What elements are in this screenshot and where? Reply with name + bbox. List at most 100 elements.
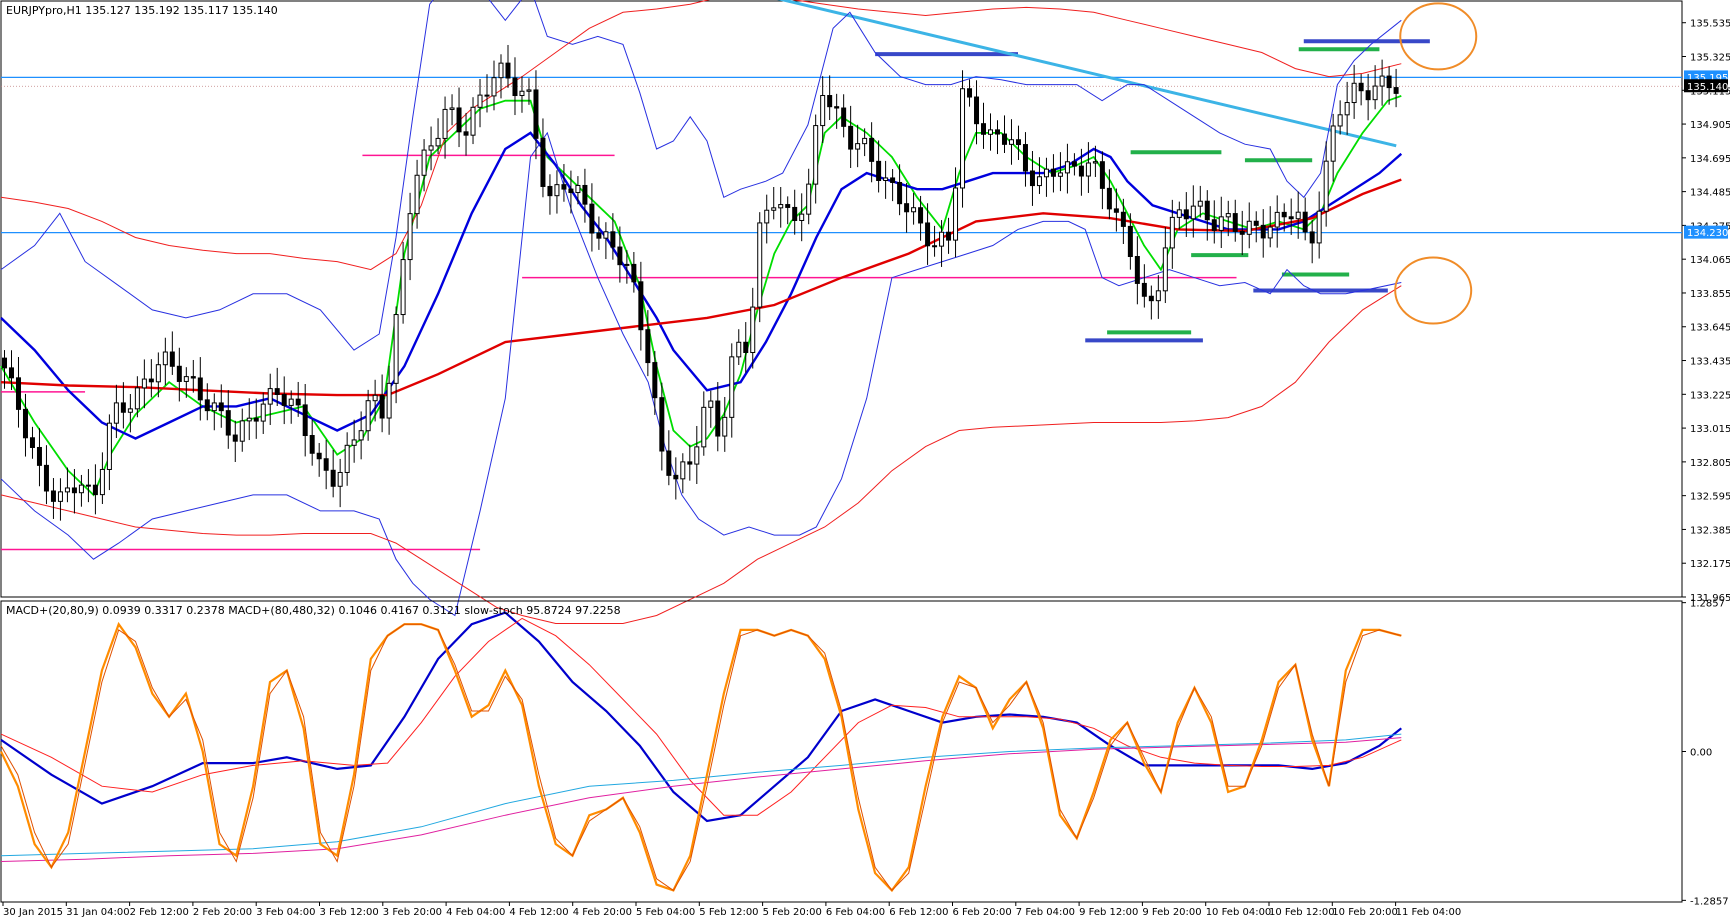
candle-body (988, 129, 994, 135)
candle-body (15, 377, 21, 410)
candle-body (379, 394, 385, 419)
price-plots (0, 0, 1682, 624)
price-label-box (1684, 225, 1728, 239)
candle-body (113, 402, 119, 424)
candle-body (904, 203, 910, 213)
oscillator-axis: 1.2857 0.00 -1.2857 (1682, 599, 1729, 907)
time-tick-label: 2 Feb 12:00 (130, 907, 189, 918)
candle-body (330, 469, 336, 487)
candle-body (1372, 85, 1378, 101)
price-label-text: 134.230 (1687, 228, 1728, 239)
candle-body (1036, 176, 1042, 187)
candle-body (1351, 82, 1357, 104)
price-tick-label: 132.595 (1690, 492, 1730, 503)
candle-body (918, 207, 924, 224)
candle-body (456, 107, 462, 133)
candle-body (106, 422, 112, 470)
candle-body (519, 90, 525, 97)
candle-body (561, 184, 567, 190)
candle-body (652, 362, 658, 399)
candle-body (1043, 168, 1049, 178)
price-pane: 135.535135.325135.115134.905134.695134.4… (0, 0, 1730, 624)
candle-body (442, 108, 448, 139)
candle-body (190, 376, 196, 379)
indicator-line (0, 0, 1402, 271)
time-tick-label: 10 Feb 12:00 (1269, 907, 1335, 918)
candle-body (1099, 161, 1105, 189)
candle-body (582, 184, 588, 205)
candle-body (617, 246, 623, 266)
candle-body (526, 89, 532, 92)
candle-body (1204, 200, 1210, 221)
candle-body (603, 231, 609, 239)
candle-body (267, 388, 273, 405)
highlight-circle (1394, 256, 1473, 325)
candle-body (22, 408, 28, 439)
candle-body (498, 62, 504, 79)
candle-body (1169, 216, 1175, 249)
time-tick-label: 5 Feb 04:00 (636, 907, 695, 918)
candle-body (246, 417, 252, 422)
candle-body (491, 77, 497, 97)
price-tick-label: 134.905 (1690, 120, 1730, 131)
candle-body (1225, 213, 1231, 218)
candle-body (771, 207, 777, 211)
candle-body (253, 417, 259, 422)
candle-body (890, 177, 896, 183)
candle-body (1288, 216, 1294, 220)
candle-body (1253, 220, 1259, 226)
oscillator-line (0, 617, 1402, 816)
time-tick-label: 4 Feb 12:00 (509, 907, 568, 918)
candle-body (288, 398, 294, 406)
candle-body (876, 160, 882, 181)
candle-body (50, 490, 56, 502)
candle-body (309, 435, 315, 454)
candle-body (407, 213, 413, 261)
candle-body (1029, 170, 1035, 187)
candle-body (596, 232, 602, 239)
candle-body (36, 446, 42, 466)
candle-body (568, 188, 574, 194)
candle-body (757, 222, 763, 308)
candle-body (750, 306, 756, 354)
time-tick-label: 7 Feb 04:00 (1016, 907, 1075, 918)
candle-body (1274, 211, 1280, 228)
candle-body (827, 95, 833, 108)
candle-body (176, 365, 182, 382)
price-pane-title: EURJPYpro,H1 135.127 135.192 135.117 135… (6, 4, 278, 17)
candle-body (393, 314, 399, 384)
candle-body (778, 204, 784, 209)
candle-body (1218, 216, 1224, 231)
candle-body (470, 106, 476, 136)
time-tick-label: 6 Feb 20:00 (953, 907, 1012, 918)
candle-body (85, 484, 91, 487)
candle-body (1085, 162, 1091, 177)
candle-body (1323, 160, 1329, 212)
candle-body (323, 458, 329, 471)
candle-body (911, 207, 917, 213)
candle-body (512, 77, 518, 97)
candle-body (1155, 290, 1161, 302)
candle-body (841, 107, 847, 127)
candle-body (554, 184, 560, 197)
candle-body (1295, 211, 1301, 220)
time-tick-label: 5 Feb 20:00 (763, 907, 822, 918)
time-tick-label: 6 Feb 04:00 (826, 907, 885, 918)
time-axis: 30 Jan 2015 31 Jan 04:00 2 Feb 12:00 2 Feb … (2, 902, 1462, 918)
candle-body (1127, 225, 1133, 258)
price-label-text: 135.195 (1687, 73, 1728, 84)
price-pane-frame (0, 0, 1683, 598)
time-tick-label: 11 Feb 04:00 (1396, 907, 1462, 918)
candle-body (505, 62, 511, 79)
price-tick-label: 133.645 (1690, 323, 1730, 334)
candle-body (1246, 220, 1252, 235)
candle-body (994, 129, 1000, 135)
candle-body (1176, 209, 1182, 218)
candle-body (610, 231, 616, 248)
candle-body (743, 341, 749, 354)
candle-body (897, 181, 903, 205)
candle-body (1386, 75, 1392, 89)
time-tick-label: 10 Feb 20:00 (1332, 907, 1398, 918)
candle-body (386, 382, 392, 419)
candle-body (624, 263, 630, 266)
